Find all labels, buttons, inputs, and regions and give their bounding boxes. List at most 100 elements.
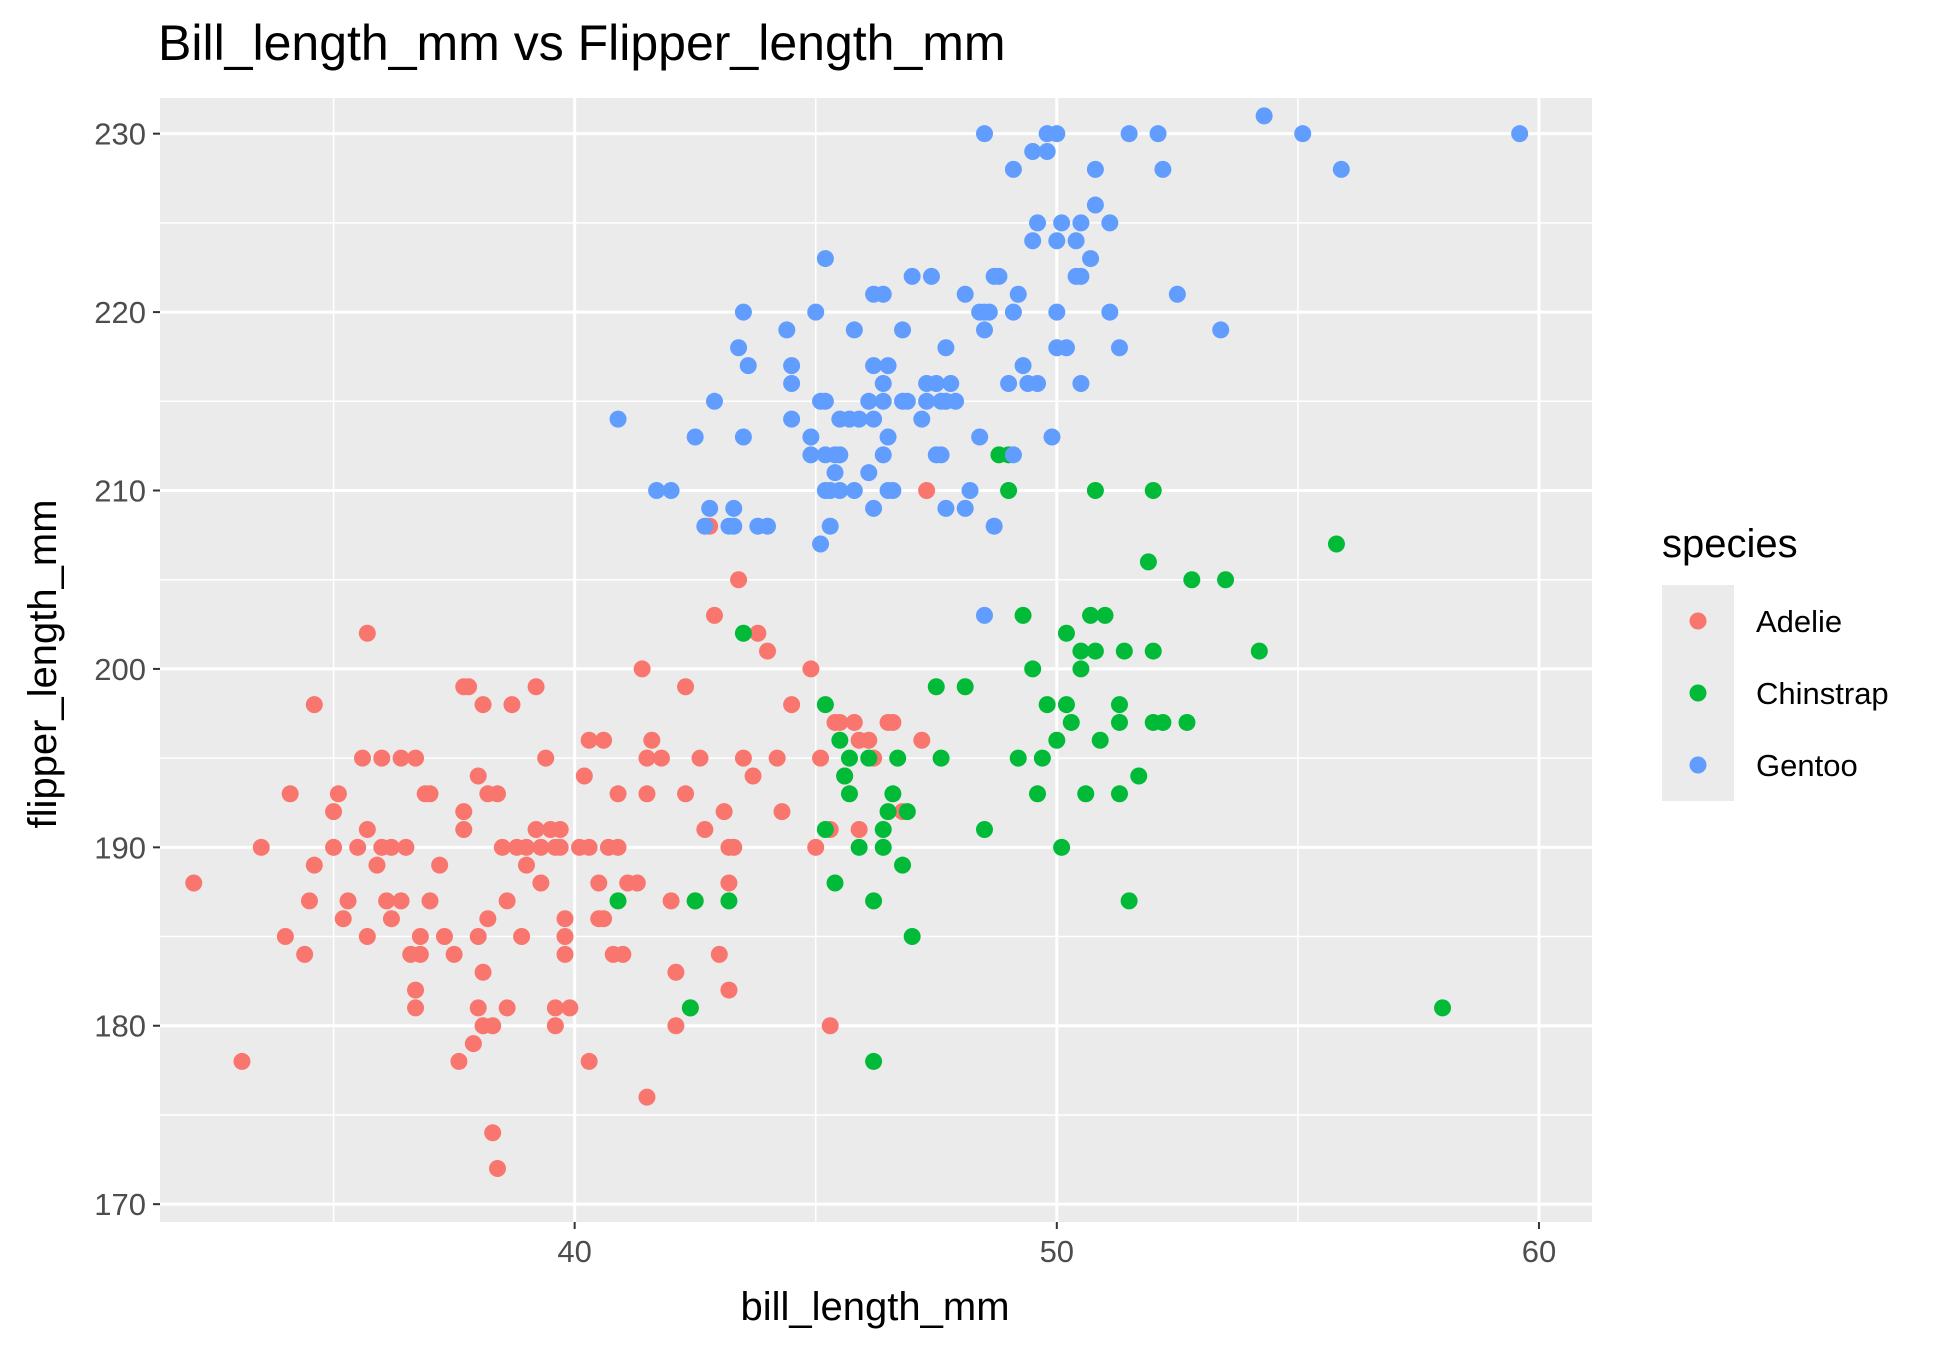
data-point-gentoo [1029, 214, 1047, 232]
data-point-adelie [445, 945, 463, 963]
data-point-chinstrap [932, 749, 950, 767]
data-point-adelie [421, 892, 439, 910]
data-point-gentoo [1043, 428, 1061, 446]
legend: species Adelie Chinstrap Gentoo [1662, 522, 1889, 801]
data-point-gentoo [1120, 125, 1138, 143]
data-point-gentoo [783, 410, 801, 428]
data-point-gentoo [1332, 160, 1350, 178]
data-point-adelie [407, 981, 425, 999]
data-point-chinstrap [816, 696, 834, 714]
data-point-adelie [450, 1052, 468, 1070]
data-point-gentoo [1024, 143, 1042, 161]
data-point-adelie [233, 1052, 251, 1070]
data-point-gentoo [816, 250, 834, 268]
data-point-chinstrap [1250, 642, 1268, 660]
data-point-gentoo [975, 606, 993, 624]
data-point-chinstrap [1110, 696, 1128, 714]
data-point-adelie [710, 945, 728, 963]
data-point-gentoo [1004, 446, 1022, 464]
data-point-adelie [575, 767, 593, 785]
data-point-adelie [498, 892, 516, 910]
y-tick-label: 170 [94, 1187, 146, 1222]
data-point-chinstrap [884, 785, 902, 803]
data-point-adelie [725, 838, 743, 856]
data-point-gentoo [821, 517, 839, 535]
data-point-chinstrap [831, 731, 849, 749]
data-point-gentoo [725, 517, 743, 535]
data-point-gentoo [894, 321, 912, 339]
data-point-adelie [474, 696, 492, 714]
data-point-adelie [296, 945, 314, 963]
data-point-adelie [455, 803, 473, 821]
data-point-adelie [638, 1088, 656, 1106]
series-adelie [185, 482, 936, 1177]
data-point-gentoo [1101, 214, 1119, 232]
x-axis: 40 50 60 [557, 1222, 1556, 1269]
data-point-adelie [252, 838, 270, 856]
data-point-chinstrap [879, 803, 897, 821]
data-point-adelie [556, 945, 574, 963]
data-point-gentoo [730, 339, 748, 357]
chart-title: Bill_length_mm vs Flipper_length_mm [158, 15, 1006, 71]
data-point-chinstrap [1086, 642, 1104, 660]
data-point-gentoo [1168, 285, 1186, 303]
data-point-chinstrap [609, 892, 627, 910]
data-point-gentoo [1154, 160, 1172, 178]
data-point-gentoo [826, 464, 844, 482]
data-point-gentoo [865, 499, 883, 517]
data-point-chinstrap [865, 892, 883, 910]
data-point-adelie [715, 803, 733, 821]
data-point-adelie [759, 642, 777, 660]
data-point-chinstrap [1000, 482, 1018, 500]
data-point-chinstrap [816, 820, 834, 838]
data-point-adelie [730, 571, 748, 589]
data-point-gentoo [990, 267, 1008, 285]
data-point-adelie [300, 892, 318, 910]
data-point-chinstrap [1014, 606, 1032, 624]
data-point-chinstrap [1139, 553, 1157, 571]
panel-background [160, 98, 1592, 1222]
data-point-adelie [368, 856, 386, 874]
data-point-chinstrap [1062, 713, 1080, 731]
data-point-gentoo [956, 499, 974, 517]
data-point-adelie [407, 749, 425, 767]
data-point-adelie [489, 1159, 507, 1177]
data-point-adelie [638, 749, 656, 767]
data-point-adelie [918, 482, 936, 500]
data-point-chinstrap [1217, 571, 1235, 589]
data-point-chinstrap [1115, 642, 1133, 660]
data-point-gentoo [1024, 232, 1042, 250]
data-point-chinstrap [1053, 838, 1071, 856]
series-gentoo [609, 107, 1529, 624]
data-point-gentoo [734, 428, 752, 446]
data-point-adelie [392, 892, 410, 910]
data-point-adelie [276, 928, 294, 946]
data-point-adelie [677, 785, 695, 803]
data-point-gentoo [807, 303, 825, 321]
legend-title: species [1662, 522, 1798, 566]
data-point-adelie [609, 785, 627, 803]
data-point-adelie [633, 660, 651, 678]
data-point-chinstrap [1144, 482, 1162, 500]
data-point-adelie [484, 1017, 502, 1035]
data-point-adelie [561, 999, 579, 1017]
data-point-adelie [667, 1017, 685, 1035]
data-point-chinstrap [1130, 767, 1148, 785]
data-point-adelie [460, 678, 478, 696]
data-point-chinstrap [860, 749, 878, 767]
data-point-chinstrap [840, 749, 858, 767]
data-point-adelie [464, 1035, 482, 1053]
legend-key-adelie [1689, 612, 1707, 630]
data-point-adelie [469, 999, 487, 1017]
data-point-chinstrap [1057, 624, 1075, 642]
data-point-adelie [527, 678, 545, 696]
data-point-adelie [325, 838, 343, 856]
x-tick-label: 40 [557, 1234, 591, 1269]
data-point-chinstrap [1029, 785, 1047, 803]
data-point-gentoo [937, 339, 955, 357]
data-point-gentoo [1048, 232, 1066, 250]
data-point-chinstrap [975, 820, 993, 838]
data-point-gentoo [648, 482, 666, 500]
data-point-chinstrap [956, 678, 974, 696]
